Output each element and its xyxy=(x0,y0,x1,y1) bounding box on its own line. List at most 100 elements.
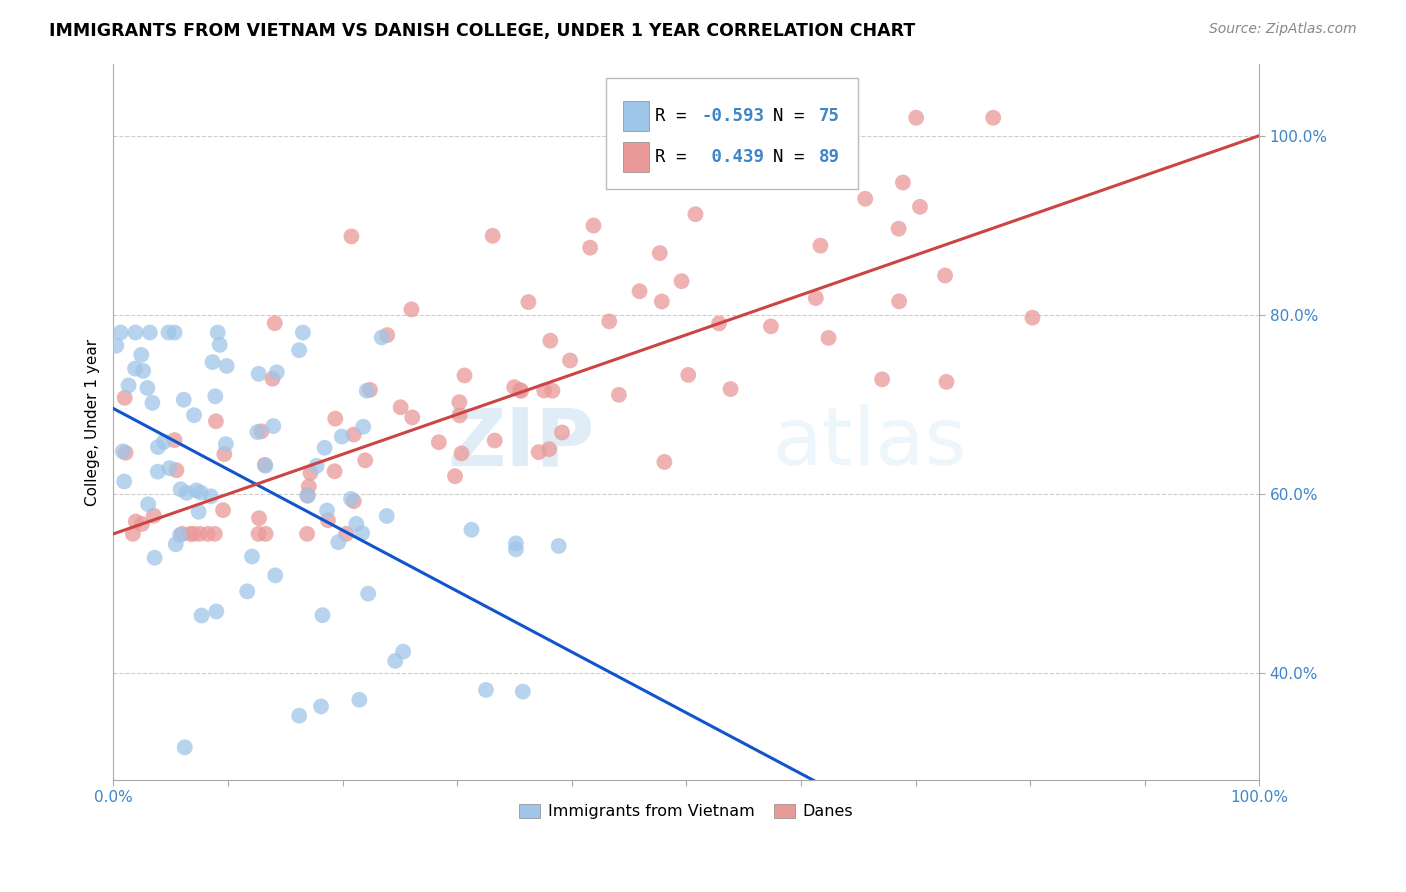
Point xyxy=(250,425,273,439)
Point xyxy=(288,708,311,723)
Point xyxy=(579,241,602,255)
Point xyxy=(204,389,226,403)
FancyBboxPatch shape xyxy=(623,102,648,131)
Point xyxy=(247,367,270,381)
Point xyxy=(453,368,475,383)
Point xyxy=(582,219,605,233)
Point xyxy=(121,527,143,541)
Point xyxy=(651,294,673,309)
Point xyxy=(207,326,229,340)
Point xyxy=(538,442,561,457)
Point xyxy=(201,355,224,369)
Point xyxy=(163,433,186,447)
Point xyxy=(512,684,534,698)
Point xyxy=(889,294,911,309)
Point xyxy=(444,469,467,483)
Point xyxy=(159,461,181,475)
Text: N =: N = xyxy=(773,107,815,125)
Point xyxy=(263,316,285,330)
Point xyxy=(146,465,169,479)
Point xyxy=(262,372,284,386)
Point xyxy=(678,368,700,382)
Point xyxy=(205,605,228,619)
Point xyxy=(246,425,269,439)
Point xyxy=(179,527,201,541)
Point xyxy=(153,434,176,449)
Point xyxy=(176,485,198,500)
Point xyxy=(887,221,910,235)
Point xyxy=(298,479,321,493)
Point xyxy=(533,384,555,398)
Point xyxy=(323,464,346,478)
Point xyxy=(551,425,574,440)
Point xyxy=(328,535,350,549)
Point xyxy=(671,274,693,288)
Point xyxy=(759,319,782,334)
Point xyxy=(266,365,288,379)
Point xyxy=(340,491,363,506)
Point xyxy=(186,483,208,498)
Point xyxy=(558,353,581,368)
Text: Source: ZipAtlas.com: Source: ZipAtlas.com xyxy=(1209,22,1357,37)
Point xyxy=(124,361,146,376)
Text: ZIP: ZIP xyxy=(447,404,595,483)
Point xyxy=(165,537,187,551)
Point xyxy=(817,331,839,345)
Point xyxy=(215,359,238,373)
Point xyxy=(170,527,193,541)
Text: R =: R = xyxy=(655,107,697,125)
Point xyxy=(311,608,333,623)
Point xyxy=(335,527,357,541)
Text: IMMIGRANTS FROM VIETNAM VS DANISH COLLEGE, UNDER 1 YEAR CORRELATION CHART: IMMIGRANTS FROM VIETNAM VS DANISH COLLEG… xyxy=(49,22,915,40)
Point xyxy=(1021,310,1043,325)
Point xyxy=(517,295,540,310)
Point xyxy=(114,391,136,405)
Point xyxy=(720,382,742,396)
Point xyxy=(505,542,527,557)
Point xyxy=(247,511,270,525)
Point xyxy=(197,527,219,541)
Point xyxy=(598,314,620,328)
Point xyxy=(628,284,651,298)
Point xyxy=(314,441,336,455)
Point xyxy=(136,497,159,511)
Point xyxy=(316,503,339,517)
Point xyxy=(509,383,531,397)
Point xyxy=(359,383,381,397)
Point xyxy=(169,528,191,542)
Point xyxy=(190,608,212,623)
Point xyxy=(309,699,332,714)
Point xyxy=(981,111,1004,125)
Point xyxy=(344,516,367,531)
Point xyxy=(389,401,412,415)
Point xyxy=(165,463,187,477)
Point xyxy=(460,523,482,537)
Legend: Immigrants from Vietnam, Danes: Immigrants from Vietnam, Danes xyxy=(513,797,860,826)
Point xyxy=(139,326,162,340)
Point xyxy=(183,408,205,422)
Point xyxy=(236,584,259,599)
Point xyxy=(813,153,835,167)
Point xyxy=(449,395,471,409)
Point xyxy=(505,536,527,550)
Point xyxy=(253,458,276,472)
Point xyxy=(173,740,195,755)
Point xyxy=(291,326,314,340)
Point xyxy=(891,176,914,190)
Point xyxy=(240,549,263,564)
Point xyxy=(484,434,506,448)
Point xyxy=(215,437,238,451)
Point xyxy=(427,435,450,450)
Point xyxy=(129,348,152,362)
Point xyxy=(541,384,564,398)
Point xyxy=(934,268,956,283)
Point xyxy=(142,508,165,523)
Point xyxy=(295,527,318,541)
Point xyxy=(204,527,226,541)
Point xyxy=(141,396,163,410)
Text: 0.439: 0.439 xyxy=(702,148,765,166)
Text: R =: R = xyxy=(655,148,697,166)
Point xyxy=(173,392,195,407)
Point xyxy=(316,513,339,527)
Point xyxy=(340,229,363,244)
